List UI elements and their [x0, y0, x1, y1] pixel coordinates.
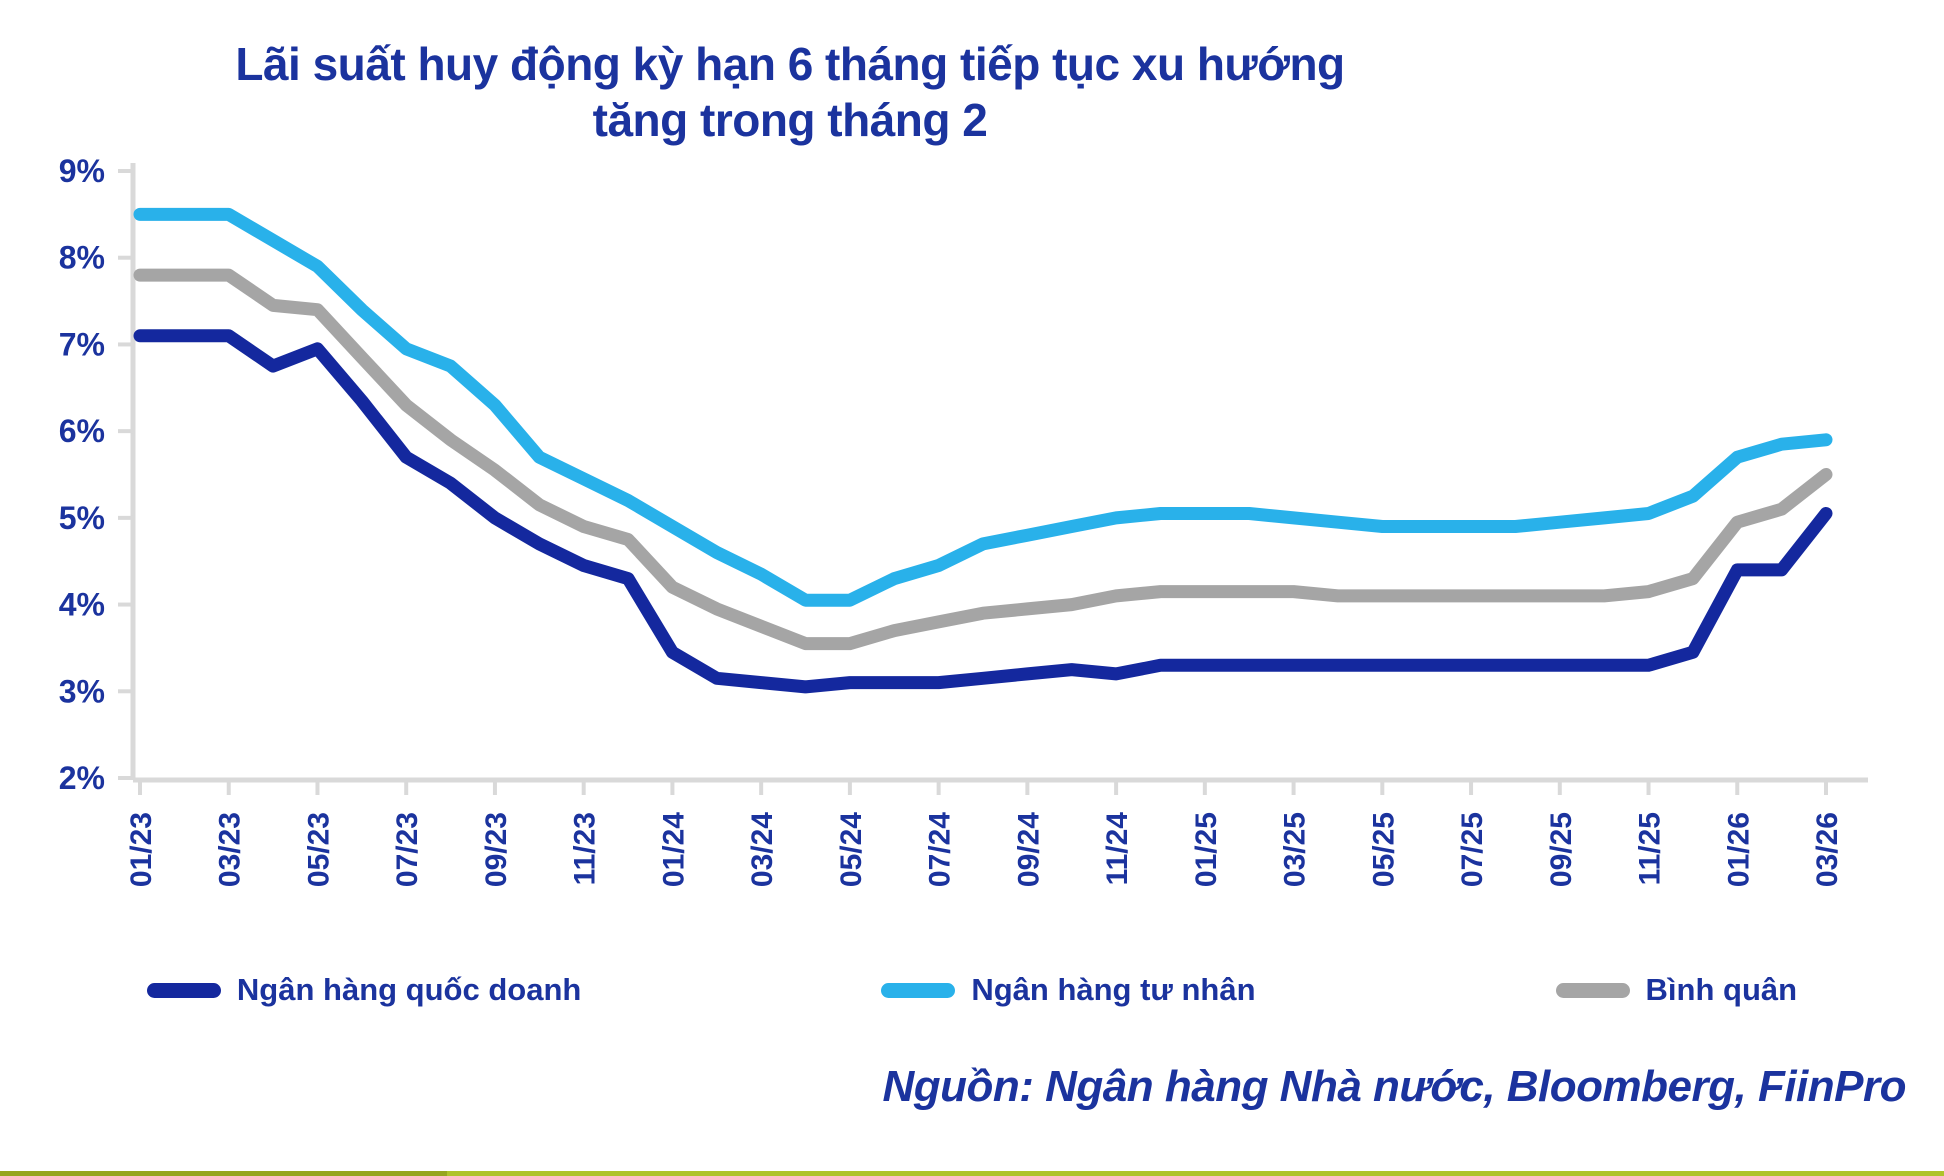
series-line-tu-nhan — [133, 207, 1833, 607]
y-axis-label: 4% — [59, 587, 105, 623]
y-axis-label: 9% — [59, 153, 105, 189]
deposit-rate-line-chart: 2% 3% 4% 5% 6% 7% 8% 9% 01/23 03/23 05/23 07/23 09/2… — [59, 153, 1868, 887]
x-axis-label: 07/24 — [924, 812, 957, 887]
series-line-quoc-doanh — [133, 329, 1833, 694]
legend-label-binh-quan: Bình quân — [1645, 972, 1798, 1007]
y-axis-label: 6% — [59, 413, 105, 449]
legend-item-tu-nhan: Ngân hàng tư nhân — [881, 972, 1256, 1008]
legend-item-binh-quan: Bình quân — [1555, 972, 1798, 1008]
series-line-binh-quan — [133, 268, 1833, 651]
y-axis-label: 3% — [59, 673, 105, 709]
x-axis-label: 07/25 — [1456, 812, 1489, 887]
legend-swatch-tu-nhan — [881, 982, 956, 998]
x-axis-label: 03/24 — [746, 812, 779, 887]
chart-title-line2: tăng trong tháng 2 — [592, 94, 988, 147]
y-axis-label: 7% — [59, 326, 105, 362]
y-axis-label: 5% — [59, 500, 105, 536]
x-axis-label: 01/24 — [657, 812, 690, 887]
x-axis-label: 01/25 — [1190, 812, 1223, 887]
x-axis-label: 09/25 — [1545, 812, 1578, 887]
x-axis-label: 07/23 — [391, 812, 424, 887]
legend-label-quoc-doanh: Ngân hàng quốc doanh — [236, 972, 582, 1007]
x-axis-label: 05/23 — [302, 812, 335, 887]
x-axis-label: 01/23 — [125, 812, 158, 887]
legend-item-quoc-doanh: Ngân hàng quốc doanh — [146, 972, 582, 1008]
x-axis-label: 11/24 — [1101, 812, 1134, 886]
bottom-border — [0, 1171, 1944, 1176]
legend-label-tu-nhan: Ngân hàng tư nhân — [971, 972, 1256, 1007]
chart-title-line1: Lãi suất huy động kỳ hạn 6 tháng tiếp tụ… — [235, 38, 1345, 90]
x-axis-label: 09/24 — [1012, 812, 1045, 887]
chart-legend: Ngân hàng quốc doanh Ngân hàng tư nhân B… — [0, 972, 1944, 1008]
source-note: Nguồn: Ngân hàng Nhà nước, Bloomberg, Fi… — [882, 1062, 1906, 1111]
x-axis-label: 05/25 — [1367, 812, 1400, 887]
x-axis-label: 11/25 — [1634, 812, 1667, 885]
x-axis-label: 03/25 — [1279, 812, 1312, 887]
bottom-border-left-segment — [0, 1171, 447, 1176]
x-axis-label: 05/24 — [835, 812, 868, 887]
x-axis-label: 11/23 — [569, 812, 602, 885]
chart-title: Lãi suất huy động kỳ hạn 6 tháng tiếp tụ… — [0, 36, 1580, 148]
x-axis-label: 03/26 — [1811, 812, 1844, 887]
bottom-border-right-segment — [447, 1171, 1944, 1176]
x-axis-label: 09/23 — [480, 812, 513, 887]
x-axis-label: 03/23 — [214, 812, 247, 887]
legend-swatch-quoc-doanh — [146, 982, 221, 998]
y-axis-label: 8% — [59, 240, 105, 276]
legend-swatch-binh-quan — [1555, 982, 1630, 998]
x-axis-label: 01/26 — [1722, 812, 1755, 887]
y-axis-label: 2% — [59, 760, 105, 796]
